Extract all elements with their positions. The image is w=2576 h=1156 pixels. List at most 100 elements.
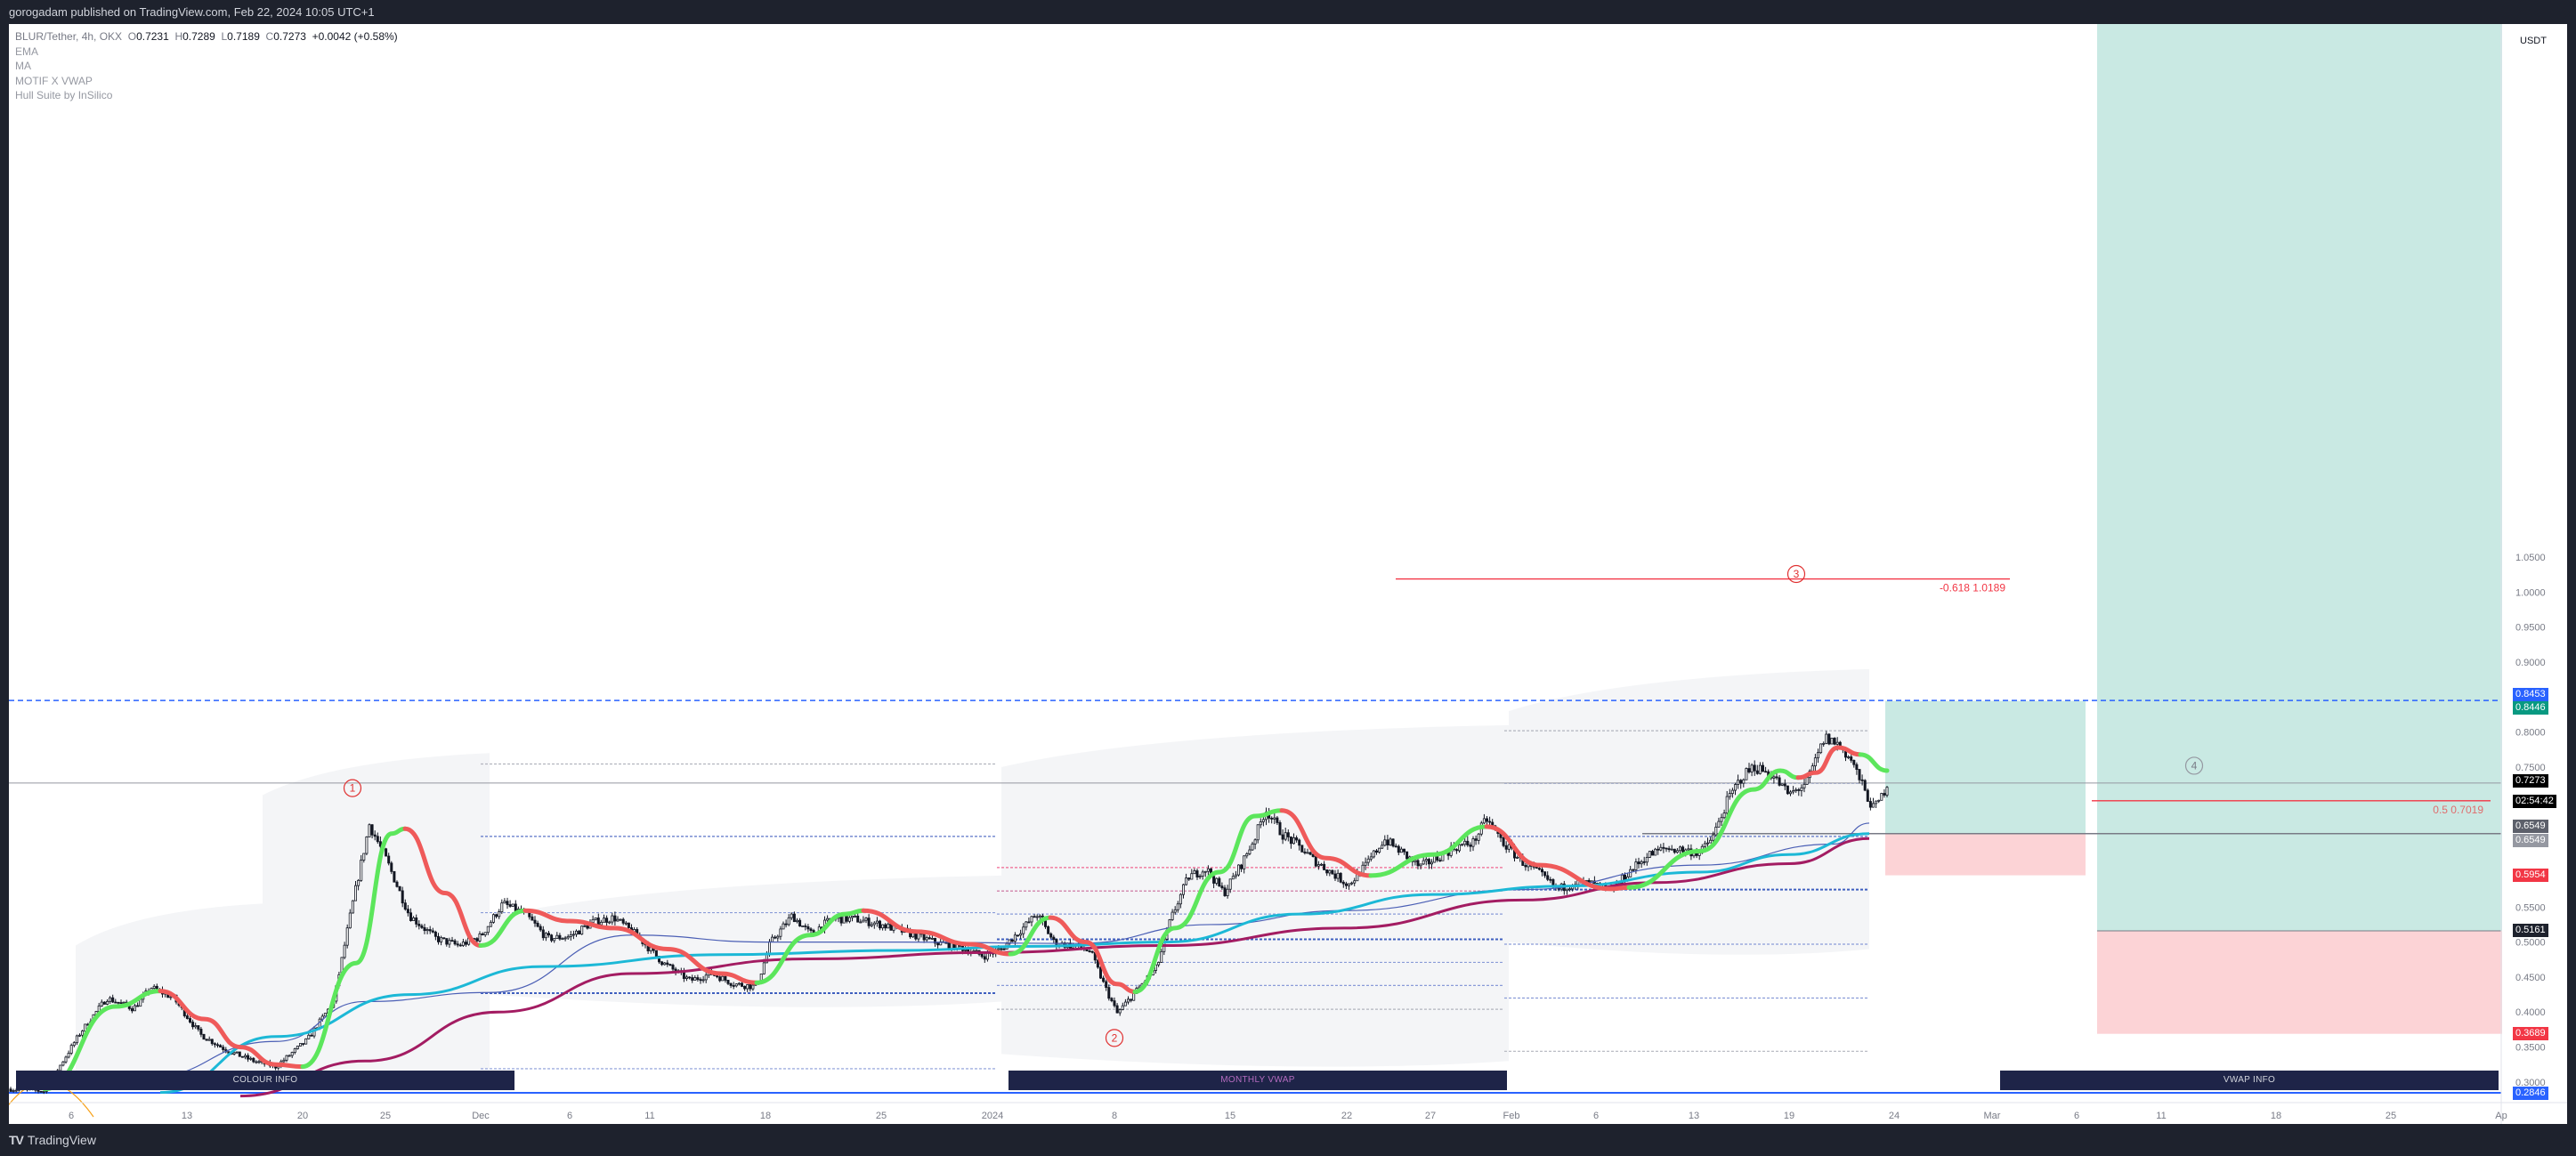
long-position-1-profit[interactable] — [1885, 700, 2086, 834]
long-position-1-stop[interactable] — [1885, 833, 2086, 876]
candle-body — [1022, 926, 1025, 934]
candle-body — [1096, 959, 1099, 968]
candle-body — [1185, 877, 1188, 885]
candle-body — [1670, 848, 1673, 851]
indicator-legend-hull-suite[interactable]: Hull Suite by InSilico — [15, 89, 113, 101]
time-tick-label: 13 — [1689, 1111, 1699, 1121]
candle-body — [1424, 859, 1428, 861]
candle-body — [61, 1061, 65, 1066]
hull-segment-up — [754, 908, 866, 985]
time-tick-label: 27 — [1425, 1111, 1436, 1121]
candle-body — [839, 917, 843, 924]
price-chart[interactable]: -0.618 1.0189 0.5 0.7019 1 2 3 4 USDT 1.0500 1… — [9, 24, 2567, 1124]
chart-area[interactable]: -0.618 1.0189 0.5 0.7019 1 2 3 4 USDT 1.0500 1… — [9, 24, 2567, 1124]
candle-body — [370, 824, 374, 836]
candle-body — [1364, 861, 1367, 866]
countdown-tag: 02:54:42 — [2513, 794, 2556, 808]
candle-body — [660, 961, 664, 966]
candle-body — [787, 917, 790, 926]
candle-body — [169, 996, 173, 998]
long-position-2-stop[interactable] — [2097, 930, 2502, 1034]
candle-body — [1366, 858, 1370, 863]
indicator-legend-ema[interactable]: EMA — [15, 44, 39, 58]
candle-body — [1427, 859, 1430, 865]
candle-body — [550, 934, 554, 942]
currency-label[interactable]: USDT — [2520, 36, 2547, 46]
candle-body — [619, 918, 622, 921]
time-tick-label: 25 — [380, 1111, 391, 1121]
candle-body — [1772, 776, 1776, 779]
candle-body — [483, 932, 487, 935]
candle-body — [199, 1029, 203, 1035]
candle-body — [243, 1055, 247, 1058]
candle-body — [360, 860, 363, 881]
candle-body — [704, 974, 708, 981]
ohlc-open: 0.7231 — [136, 30, 169, 43]
candle-body — [1187, 877, 1191, 880]
symbol-legend-row[interactable]: BLUR/Tether, 4h, OKX O0.7231 H0.7289 L0.… — [15, 30, 398, 43]
annotation-marker-4[interactable] — [2184, 756, 2204, 775]
published-info: gorogadam published on TradingView.com, … — [9, 5, 375, 19]
candle-body — [1240, 864, 1243, 869]
candle-body — [302, 1043, 305, 1045]
candle-body — [539, 926, 542, 931]
candle-body — [1871, 803, 1875, 808]
candle-body — [1102, 977, 1106, 982]
time-tick-label: 18 — [760, 1111, 771, 1121]
long-position-2-profit[interactable] — [2097, 24, 2502, 931]
candle-body — [627, 922, 630, 928]
candle-body — [288, 1055, 291, 1057]
candle-body — [762, 962, 766, 974]
indicator-legend-ma[interactable]: MA — [15, 60, 31, 72]
indicator-legend-motif-vwap[interactable]: MOTIF X VWAP — [15, 74, 93, 87]
candle-body — [571, 934, 575, 936]
candle-body — [205, 1039, 208, 1041]
candle-body — [751, 984, 755, 990]
candle-body — [1797, 788, 1801, 791]
candle-body — [1259, 821, 1262, 826]
time-axis[interactable]: 6 13 20 25 Dec 6 11 18 25 2024 8 15 22 27 Feb 6 13 19 24 Ma… — [69, 1111, 2507, 1121]
candle-body — [257, 1061, 261, 1063]
candle-body — [293, 1048, 296, 1053]
candle-body — [624, 922, 628, 925]
time-tick-label: Feb — [1503, 1111, 1520, 1121]
candle-body — [586, 925, 589, 929]
candle-body — [533, 919, 537, 924]
candle-body — [699, 979, 702, 982]
candle-body — [498, 911, 501, 918]
position-tools[interactable] — [1885, 24, 2502, 1034]
price-tick-label: 0.9500 — [2515, 623, 2546, 634]
candle-body — [401, 890, 404, 904]
candle-body — [862, 919, 865, 923]
candle-body — [1675, 850, 1679, 853]
candle-body — [792, 913, 796, 923]
candle-body — [1127, 998, 1130, 1003]
candle-body — [547, 933, 551, 936]
annotation-marker-3[interactable] — [1786, 564, 1806, 584]
candle-body — [1822, 742, 1826, 745]
candle-body — [578, 930, 581, 935]
candle-body — [453, 940, 457, 945]
annotation-marker-2[interactable] — [1105, 1029, 1124, 1047]
candle-body — [1474, 838, 1478, 841]
candle-body — [1730, 789, 1734, 795]
annotation-label: 2 — [1112, 1031, 1118, 1044]
annotation-marker-1[interactable] — [343, 779, 362, 797]
candle-body — [475, 938, 479, 942]
candle-body — [1679, 846, 1682, 852]
price-axis[interactable]: USDT1.05001.00000.95000.90000.85000.8000… — [2515, 36, 2547, 1088]
candle-body — [1549, 878, 1552, 881]
candle-body — [285, 1055, 288, 1061]
candle-body — [1568, 888, 1572, 891]
hull-segment-down — [402, 826, 483, 949]
candle-body — [1725, 796, 1729, 814]
candle-body — [1858, 769, 1861, 780]
candle-body — [486, 926, 490, 934]
candle-body — [1123, 1001, 1127, 1006]
tradingview-logo[interactable]: TV TradingView — [9, 1133, 96, 1147]
horizontal-lines[interactable]: -0.618 1.0189 0.5 0.7019 — [9, 578, 2501, 1094]
candle-body — [9, 1088, 12, 1092]
candle-body — [353, 885, 357, 901]
candle-body — [514, 903, 517, 912]
candle-body — [1397, 845, 1400, 853]
